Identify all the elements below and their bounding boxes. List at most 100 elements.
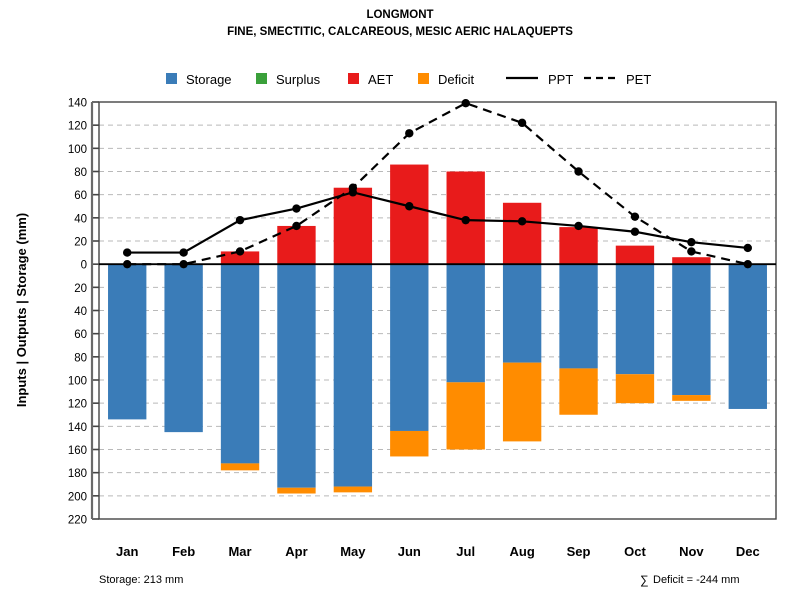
bar-storage-jun — [390, 264, 429, 431]
bar-storage-sep — [559, 264, 598, 369]
legend-swatch-aet — [348, 73, 359, 84]
y-tick-label: 160 — [68, 445, 87, 457]
legend-item-aet — [348, 73, 359, 84]
x-label-apr: Apr — [285, 544, 307, 559]
marker-ppt-jan — [123, 248, 132, 257]
y-axis-title: Inputs | Outputs | Storage (mm) — [14, 213, 29, 407]
series-line-ppt — [127, 191, 748, 254]
legend-item-deficit — [418, 73, 429, 84]
legend-label-surplus: Surplus — [276, 72, 321, 87]
marker-pet-jun — [405, 129, 414, 138]
marker-ppt-aug — [517, 217, 527, 226]
y-tick-label: 180 — [68, 468, 87, 480]
marker-pet-jul — [461, 98, 470, 108]
bar-storage-jan — [108, 264, 147, 420]
bar-storage-oct — [615, 264, 655, 375]
bar-deficit-nov — [672, 395, 711, 401]
bar-aet-sep — [559, 227, 598, 265]
series-line-pet — [127, 101, 749, 266]
x-label-nov: Nov — [679, 544, 704, 559]
x-label-feb: Feb — [172, 544, 195, 559]
marker-pet-dec — [743, 259, 752, 269]
bar-aet-mar — [220, 251, 260, 265]
y-tick-label: 20 — [74, 283, 87, 295]
y-tick-label: 40 — [74, 213, 87, 225]
bar-deficit-mar — [220, 463, 260, 471]
x-label-jul: Jul — [456, 544, 475, 559]
marker-pet-jan — [123, 259, 132, 269]
marker-ppt-sep — [574, 221, 583, 231]
x-label-sep: Sep — [567, 544, 591, 559]
x-label-mar: Mar — [228, 544, 251, 559]
y-tick-label: 140 — [68, 98, 87, 110]
y-tick-label: 100 — [68, 376, 87, 388]
y-tick-label: 0 — [81, 260, 87, 272]
bar-aet-oct — [615, 245, 655, 265]
x-label-jun: Jun — [398, 544, 421, 559]
bar-storage-jul — [446, 264, 485, 383]
y-tick-label: 40 — [74, 306, 87, 318]
marker-ppt-nov — [687, 237, 696, 247]
x-label-aug: Aug — [509, 544, 534, 559]
marker-pet-may — [348, 183, 358, 192]
bar-aet-jun — [390, 164, 429, 265]
legend-swatch-storage — [166, 73, 177, 84]
legend-label-storage: Storage — [186, 72, 232, 87]
legend-item-storage — [166, 73, 177, 84]
bar-storage-apr — [277, 264, 316, 488]
x-label-may: May — [340, 544, 366, 559]
sigma-icon: ∑ — [640, 573, 649, 587]
bar-aet-nov — [672, 257, 711, 265]
bar-deficit-jun — [390, 430, 429, 457]
marker-ppt-dec — [743, 243, 752, 253]
bar-deficit-sep — [559, 368, 598, 415]
marker-pet-oct — [630, 212, 640, 221]
marker-ppt-jun — [405, 202, 414, 211]
bar-deficit-jul — [446, 382, 485, 450]
bar-storage-dec — [728, 264, 767, 409]
y-tick-label: 220 — [68, 515, 87, 527]
y-tick-label: 200 — [68, 491, 87, 503]
chart-title-line1: LONGMONT — [366, 9, 433, 21]
bar-storage-nov — [672, 264, 711, 396]
y-tick-label: 60 — [74, 329, 87, 341]
legend-label-pet: PET — [626, 72, 651, 87]
marker-pet-feb — [179, 259, 188, 269]
y-tick-label: 120 — [68, 121, 87, 133]
chart-title-line2: FINE, SMECTITIC, CALCAREOUS, MESIC AERIC… — [227, 26, 573, 38]
marker-ppt-apr — [292, 204, 301, 213]
footer-deficit: Deficit = -244 mm — [653, 574, 740, 586]
bar-storage-may — [333, 264, 373, 487]
marker-pet-aug — [517, 118, 527, 128]
bar-storage-aug — [502, 264, 542, 363]
bar-aet-apr — [277, 225, 316, 265]
y-tick-label: 140 — [68, 422, 87, 434]
y-tick-label: 100 — [68, 144, 87, 156]
bar-aet-aug — [502, 202, 542, 265]
bar-deficit-oct — [615, 374, 655, 404]
bar-deficit-apr — [277, 487, 316, 494]
legend-item-surplus — [256, 73, 267, 84]
legend-label-aet: AET — [368, 72, 393, 87]
marker-pet-mar — [235, 247, 245, 256]
legend-swatch-deficit — [418, 73, 429, 84]
footer-storage: Storage: 213 mm — [99, 574, 183, 586]
x-label-dec: Dec — [736, 544, 760, 559]
legend-swatch-surplus — [256, 73, 267, 84]
bar-storage-mar — [220, 264, 260, 464]
marker-pet-apr — [292, 221, 301, 231]
legend-label-ppt: PPT — [548, 72, 573, 87]
y-tick-label: 120 — [68, 399, 87, 411]
marker-ppt-oct — [630, 227, 640, 236]
x-label-jan: Jan — [116, 544, 138, 559]
marker-pet-nov — [687, 247, 696, 256]
y-tick-label: 80 — [74, 167, 87, 179]
legend-label-deficit: Deficit — [438, 72, 475, 87]
y-tick-label: 80 — [74, 352, 87, 364]
marker-ppt-feb — [179, 248, 188, 257]
bar-deficit-may — [333, 486, 373, 493]
x-label-oct: Oct — [624, 544, 646, 559]
y-tick-label: 60 — [74, 190, 87, 202]
